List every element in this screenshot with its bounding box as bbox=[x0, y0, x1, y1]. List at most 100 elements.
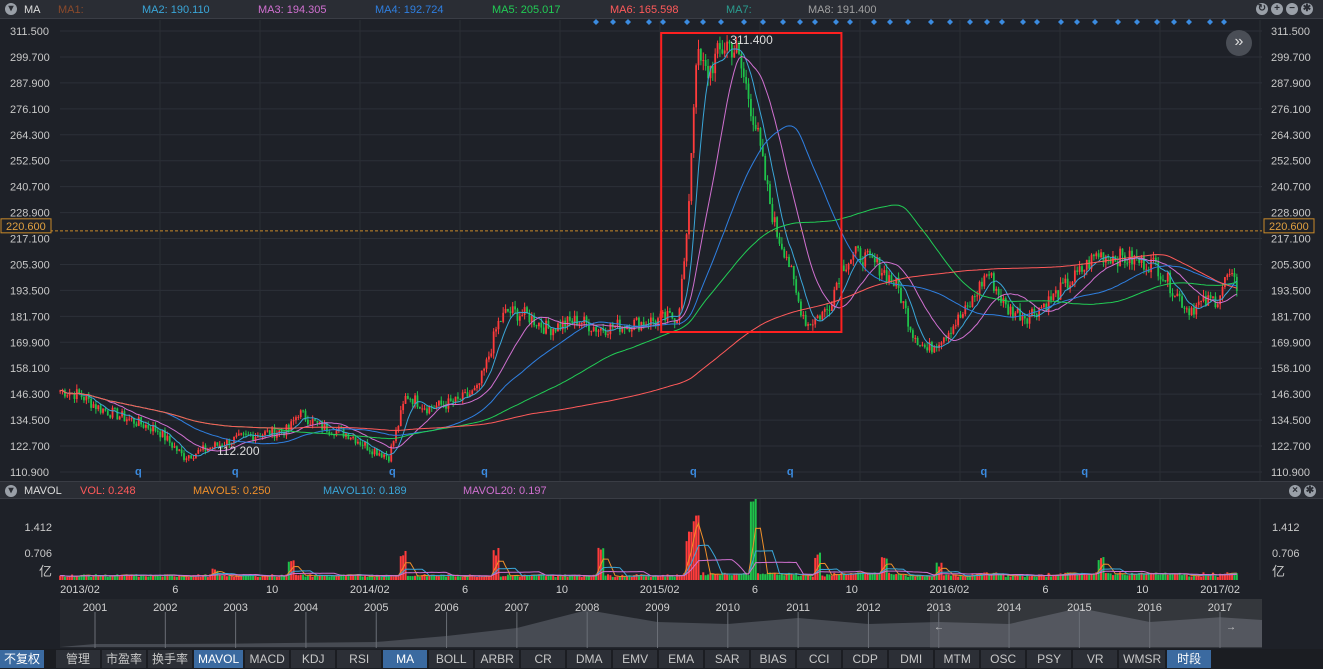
tab-19[interactable]: DMI bbox=[889, 650, 934, 668]
candle bbox=[1093, 254, 1095, 257]
volume-bar bbox=[773, 573, 776, 580]
candle bbox=[1166, 272, 1169, 282]
volume-bar bbox=[304, 576, 307, 580]
volume-bar bbox=[1123, 574, 1126, 580]
overview-right-handle-icon[interactable]: → bbox=[1226, 622, 1236, 633]
tab-7[interactable]: RSI bbox=[337, 650, 382, 668]
volume-bar bbox=[1126, 575, 1129, 580]
volume-bar bbox=[785, 574, 788, 580]
candle bbox=[571, 320, 574, 324]
candle bbox=[871, 254, 874, 258]
candle bbox=[721, 49, 724, 54]
gear-icon[interactable]: ✱ bbox=[1301, 3, 1313, 15]
candle bbox=[959, 314, 962, 318]
tab-14[interactable]: EMA bbox=[659, 650, 704, 668]
tab-4[interactable]: MAVOL bbox=[194, 650, 244, 668]
candle bbox=[869, 250, 871, 255]
candle bbox=[78, 389, 81, 394]
tab-6[interactable]: KDJ bbox=[291, 650, 336, 668]
volume-bar bbox=[597, 547, 600, 580]
tab-9[interactable]: BOLL bbox=[429, 650, 474, 668]
volume-bar bbox=[876, 574, 879, 580]
volume-bar bbox=[504, 576, 507, 580]
candle bbox=[187, 455, 190, 459]
tab-22[interactable]: PSY bbox=[1027, 650, 1072, 668]
volume-bar bbox=[433, 575, 436, 580]
volume-bar bbox=[237, 576, 240, 580]
volume-bar bbox=[942, 575, 945, 580]
y-tick-right: 311.500 bbox=[1271, 26, 1310, 38]
tab-2[interactable]: 市盈率 bbox=[102, 650, 147, 668]
candle bbox=[802, 314, 805, 316]
tab-0[interactable]: 不复权 bbox=[0, 650, 45, 668]
tab-11[interactable]: CR bbox=[521, 650, 566, 668]
tab-18[interactable]: CDP bbox=[843, 650, 888, 668]
overview-selection bbox=[930, 599, 1262, 648]
candle bbox=[321, 421, 324, 430]
volume-bar bbox=[947, 574, 950, 580]
volume-bar bbox=[847, 574, 850, 580]
volume-bar bbox=[728, 574, 731, 580]
tab-3[interactable]: 换手率 bbox=[148, 650, 193, 668]
volume-bar bbox=[71, 574, 74, 580]
candle bbox=[297, 416, 300, 418]
tab-25[interactable]: 时段 bbox=[1167, 650, 1212, 668]
volume-bar bbox=[452, 575, 455, 580]
candle bbox=[647, 324, 650, 326]
tab-24[interactable]: WMSR bbox=[1119, 650, 1166, 668]
refresh-icon[interactable]: ↻ bbox=[1256, 3, 1268, 15]
collapse-icon[interactable]: ▾ bbox=[5, 3, 17, 15]
candle bbox=[1045, 303, 1048, 312]
tab-13[interactable]: EMV bbox=[613, 650, 658, 668]
volume-bar bbox=[233, 576, 236, 580]
volume-bar bbox=[1166, 574, 1169, 580]
volume-bar bbox=[747, 575, 750, 580]
candle bbox=[1081, 266, 1083, 272]
volume-bar bbox=[880, 557, 883, 580]
zoom-out-icon[interactable]: − bbox=[1286, 3, 1298, 15]
gear-icon[interactable]: ✱ bbox=[1304, 485, 1316, 497]
volume-bar bbox=[487, 575, 490, 580]
candle bbox=[1107, 256, 1110, 258]
candle bbox=[426, 408, 428, 414]
collapse-icon[interactable]: ▾ bbox=[5, 485, 17, 497]
volume-bar bbox=[630, 576, 633, 580]
zoom-in-icon[interactable]: + bbox=[1271, 3, 1283, 15]
candle bbox=[1023, 315, 1026, 319]
tab-20[interactable]: MTM bbox=[935, 650, 980, 668]
tab-5[interactable]: MACD bbox=[245, 650, 290, 668]
tab-12[interactable]: DMA bbox=[567, 650, 612, 668]
volume-bar bbox=[302, 574, 305, 580]
tab-23[interactable]: VR bbox=[1073, 650, 1118, 668]
tab-1[interactable]: 管理 bbox=[56, 650, 101, 668]
candle bbox=[945, 337, 948, 339]
overview-year: 2007 bbox=[505, 602, 529, 614]
candle bbox=[1083, 269, 1086, 272]
tab-17[interactable]: CCI bbox=[797, 650, 842, 668]
close-icon[interactable]: × bbox=[1289, 485, 1301, 497]
current-price-tag-right-text: 220.600 bbox=[1269, 221, 1309, 233]
candle bbox=[1104, 256, 1107, 263]
volume-bar bbox=[1023, 576, 1026, 580]
volume-bar bbox=[1047, 572, 1050, 580]
volume-bar bbox=[738, 574, 741, 580]
overview-year: 2004 bbox=[294, 602, 318, 614]
tab-8[interactable]: MA bbox=[383, 650, 428, 668]
volume-bar bbox=[761, 573, 764, 580]
overview-left-handle-icon[interactable]: ← bbox=[934, 622, 944, 633]
tab-15[interactable]: SAR bbox=[705, 650, 750, 668]
tab-10[interactable]: ARBR bbox=[475, 650, 520, 668]
volume-bar bbox=[328, 576, 331, 580]
tab-21[interactable]: OSC bbox=[981, 650, 1026, 668]
candle bbox=[797, 292, 800, 302]
candle bbox=[354, 437, 357, 444]
expand-panel-button[interactable]: » bbox=[1226, 30, 1252, 56]
q-marker: q bbox=[1081, 466, 1088, 478]
tab-16[interactable]: BIAS bbox=[751, 650, 796, 668]
candle bbox=[218, 444, 221, 446]
candle bbox=[962, 314, 964, 318]
candle bbox=[790, 266, 793, 268]
volume-bar bbox=[261, 576, 264, 580]
candle bbox=[1171, 293, 1174, 297]
